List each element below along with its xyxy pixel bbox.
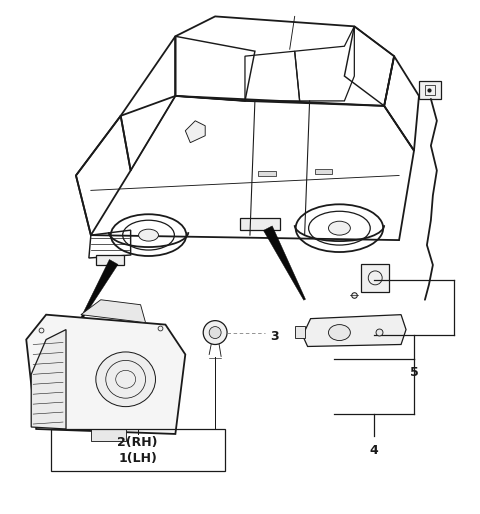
Polygon shape — [81, 300, 145, 323]
Text: 2(RH): 2(RH) — [117, 436, 158, 449]
Circle shape — [209, 326, 221, 339]
Polygon shape — [26, 315, 185, 434]
Bar — [96, 255, 124, 265]
Bar — [91, 429, 126, 441]
Polygon shape — [185, 121, 205, 143]
Circle shape — [203, 321, 227, 344]
Ellipse shape — [96, 352, 156, 407]
Polygon shape — [264, 226, 305, 300]
Text: 5: 5 — [409, 366, 419, 379]
Ellipse shape — [328, 221, 350, 235]
Bar — [51, 429, 225, 471]
Bar — [240, 218, 280, 230]
Bar — [425, 85, 435, 95]
Polygon shape — [31, 329, 66, 429]
Text: 4: 4 — [370, 444, 379, 457]
Polygon shape — [302, 315, 406, 346]
Bar — [258, 171, 276, 176]
Bar — [361, 264, 389, 292]
Text: 1(LH): 1(LH) — [118, 452, 157, 465]
Bar — [314, 169, 333, 174]
Polygon shape — [80, 260, 118, 320]
Ellipse shape — [139, 229, 158, 241]
Text: 3: 3 — [270, 330, 278, 343]
Bar — [295, 325, 305, 338]
Ellipse shape — [328, 325, 350, 340]
Bar — [419, 81, 441, 99]
